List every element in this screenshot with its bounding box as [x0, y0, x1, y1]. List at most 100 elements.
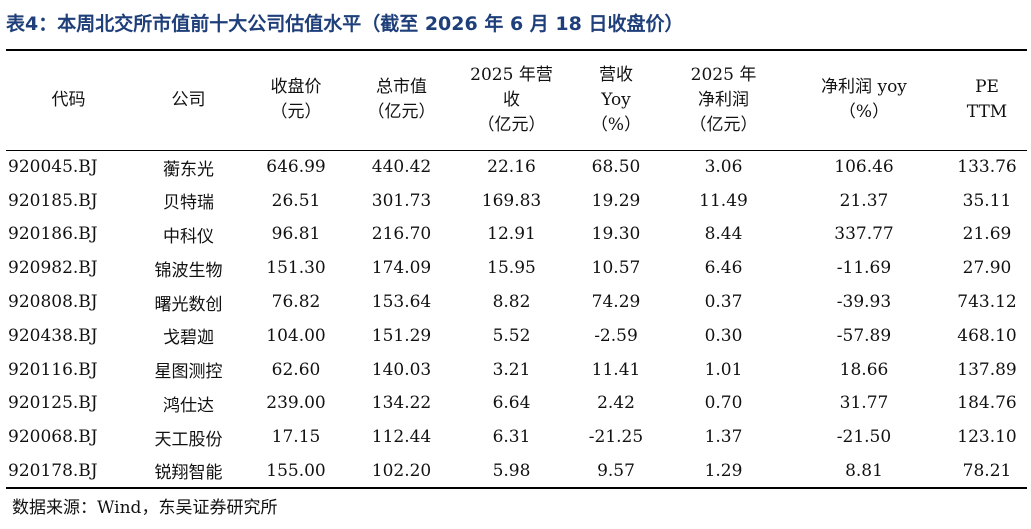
- cell-net-profit-yoy: -57.89: [836, 325, 892, 346]
- header-code: 代码: [6, 50, 131, 150]
- cell-close-price: 17.15: [271, 427, 321, 448]
- table-row: 920808.BJ 曙光数创 76.82 153.64 8.82 74.29 0…: [6, 285, 1027, 319]
- header-line: 净利润 yoy: [821, 77, 907, 98]
- cell-company: 锐翔智能: [154, 463, 223, 484]
- cell-pe-ttm: 35.11: [962, 190, 1012, 211]
- cell-close-price: 155.00: [266, 460, 326, 481]
- cell-pe-ttm: 137.89: [957, 359, 1017, 380]
- cell-close-price: 151.30: [266, 258, 326, 279]
- header-line: PE: [975, 77, 999, 98]
- cell-revenue-yoy: 9.57: [597, 460, 635, 481]
- cell-net-profit-yoy: 106.46: [834, 157, 894, 178]
- cell-revenue: 3.21: [492, 359, 531, 380]
- header-line: （元）: [270, 102, 322, 123]
- cell-revenue: 8.82: [492, 292, 531, 313]
- cell-company: 天工股份: [154, 429, 223, 450]
- cell-net-profit-yoy: -11.69: [836, 258, 892, 279]
- cell-market-cap: 216.70: [371, 224, 432, 245]
- header-revenue-yoy: 营收 Yoy （%）: [566, 50, 666, 150]
- cell-close-price: 646.99: [266, 157, 326, 178]
- header-line: Yoy: [601, 89, 631, 110]
- cell-net-profit: 8.44: [704, 224, 743, 245]
- header-line: 公司: [171, 89, 206, 110]
- cell-net-profit-yoy: -39.93: [836, 292, 892, 313]
- cell-net-profit-yoy: 18.66: [839, 359, 889, 380]
- cell-code: 920068.BJ: [8, 427, 98, 448]
- table-title: 表4：本周北交所市值前十大公司估值水平（截至 2026 年 6 月 18 日收盘…: [6, 13, 684, 35]
- cell-code: 920125.BJ: [8, 393, 98, 414]
- cell-revenue: 15.95: [487, 258, 536, 279]
- cell-pe-ttm: 21.69: [962, 224, 1012, 245]
- header-close-price: 收盘价 （元）: [246, 50, 346, 150]
- cell-company: 贝特瑞: [163, 193, 214, 214]
- header-line: 净利润: [698, 89, 749, 110]
- cell-revenue: 5.52: [492, 325, 531, 346]
- cell-code: 920116.BJ: [8, 359, 98, 380]
- header-line: （%）: [838, 102, 890, 123]
- cell-close-price: 96.81: [271, 224, 321, 245]
- header-line: （亿元）: [477, 114, 546, 135]
- header-company: 公司: [131, 50, 246, 150]
- cell-company: 曙光数创: [154, 294, 223, 315]
- cell-net-profit: 3.06: [704, 157, 743, 178]
- cell-code: 920045.BJ: [8, 157, 98, 178]
- cell-net-profit-yoy: 8.81: [845, 460, 883, 481]
- cell-company: 蘅东光: [163, 159, 214, 180]
- cell-net-profit: 0.30: [704, 325, 743, 346]
- cell-pe-ttm: 123.10: [957, 427, 1017, 448]
- cell-market-cap: 301.73: [371, 190, 432, 211]
- cell-net-profit-yoy: -21.50: [836, 427, 892, 448]
- header-line: （亿元）: [367, 102, 436, 123]
- table-row: 920185.BJ 贝特瑞 26.51 301.73 169.83 19.29 …: [6, 184, 1027, 218]
- cell-revenue: 22.16: [487, 157, 536, 178]
- cell-market-cap: 112.44: [371, 427, 432, 448]
- cell-pe-ttm: 468.10: [957, 325, 1017, 346]
- header-net-profit-2025: 2025 年 净利润 （亿元）: [666, 50, 781, 150]
- cell-revenue: 6.64: [492, 393, 531, 414]
- cell-net-profit-yoy: 31.77: [839, 393, 889, 414]
- cell-revenue: 169.83: [481, 190, 542, 211]
- valuation-table: 代码 公司 收盘价 （元） 总市值 （亿元） 2025 年营 收 （亿元） 营收…: [6, 49, 1027, 489]
- cell-pe-ttm: 133.76: [957, 157, 1017, 178]
- header-line: 2025 年: [690, 64, 757, 85]
- cell-revenue-yoy: -2.59: [594, 325, 638, 346]
- cell-revenue: 12.91: [487, 224, 536, 245]
- table-row: 920068.BJ 天工股份 17.15 112.44 6.31 -21.25 …: [6, 420, 1027, 454]
- cell-close-price: 76.82: [271, 292, 321, 313]
- cell-net-profit-yoy: 337.77: [834, 224, 894, 245]
- cell-net-profit: 0.37: [704, 292, 743, 313]
- cell-market-cap: 174.09: [371, 258, 432, 279]
- header-line: 总市值: [376, 77, 427, 98]
- cell-company: 中科仪: [163, 226, 214, 247]
- header-line: 收: [503, 89, 520, 110]
- cell-code: 920438.BJ: [8, 325, 98, 346]
- cell-revenue-yoy: 10.57: [591, 258, 641, 279]
- header-net-profit-yoy: 净利润 yoy （%）: [781, 50, 947, 150]
- cell-pe-ttm: 27.90: [962, 258, 1012, 279]
- cell-company: 戈碧迦: [163, 328, 214, 349]
- header-revenue-2025: 2025 年营 收 （亿元）: [457, 50, 566, 150]
- cell-revenue-yoy: 2.42: [597, 393, 635, 414]
- cell-market-cap: 153.64: [371, 292, 432, 313]
- cell-code: 920178.BJ: [8, 460, 98, 481]
- cell-company: 锦波生物: [154, 260, 223, 281]
- header-market-cap: 总市值 （亿元）: [346, 50, 457, 150]
- cell-revenue: 6.31: [492, 427, 531, 448]
- cell-code: 920185.BJ: [8, 190, 98, 211]
- cell-market-cap: 151.29: [371, 325, 432, 346]
- cell-revenue-yoy: 11.41: [591, 359, 641, 380]
- table-row: 920045.BJ 蘅东光 646.99 440.42 22.16 68.50 …: [6, 150, 1027, 184]
- cell-close-price: 62.60: [271, 359, 321, 380]
- cell-close-price: 26.51: [271, 190, 321, 211]
- table-row: 920438.BJ 戈碧迦 104.00 151.29 5.52 -2.59 0…: [6, 319, 1027, 353]
- table-row: 920125.BJ 鸿仕达 239.00 134.22 6.64 2.42 0.…: [6, 387, 1027, 421]
- cell-net-profit-yoy: 21.37: [839, 190, 889, 211]
- cell-revenue-yoy: 68.50: [591, 157, 641, 178]
- cell-close-price: 104.00: [266, 325, 326, 346]
- header-line: （%）: [590, 114, 642, 135]
- cell-revenue-yoy: 19.30: [591, 224, 641, 245]
- cell-market-cap: 134.22: [371, 393, 432, 414]
- cell-revenue-yoy: 74.29: [591, 292, 641, 313]
- header-line: （亿元）: [689, 114, 758, 135]
- header-row: 代码 公司 收盘价 （元） 总市值 （亿元） 2025 年营 收 （亿元） 营收…: [6, 50, 1027, 150]
